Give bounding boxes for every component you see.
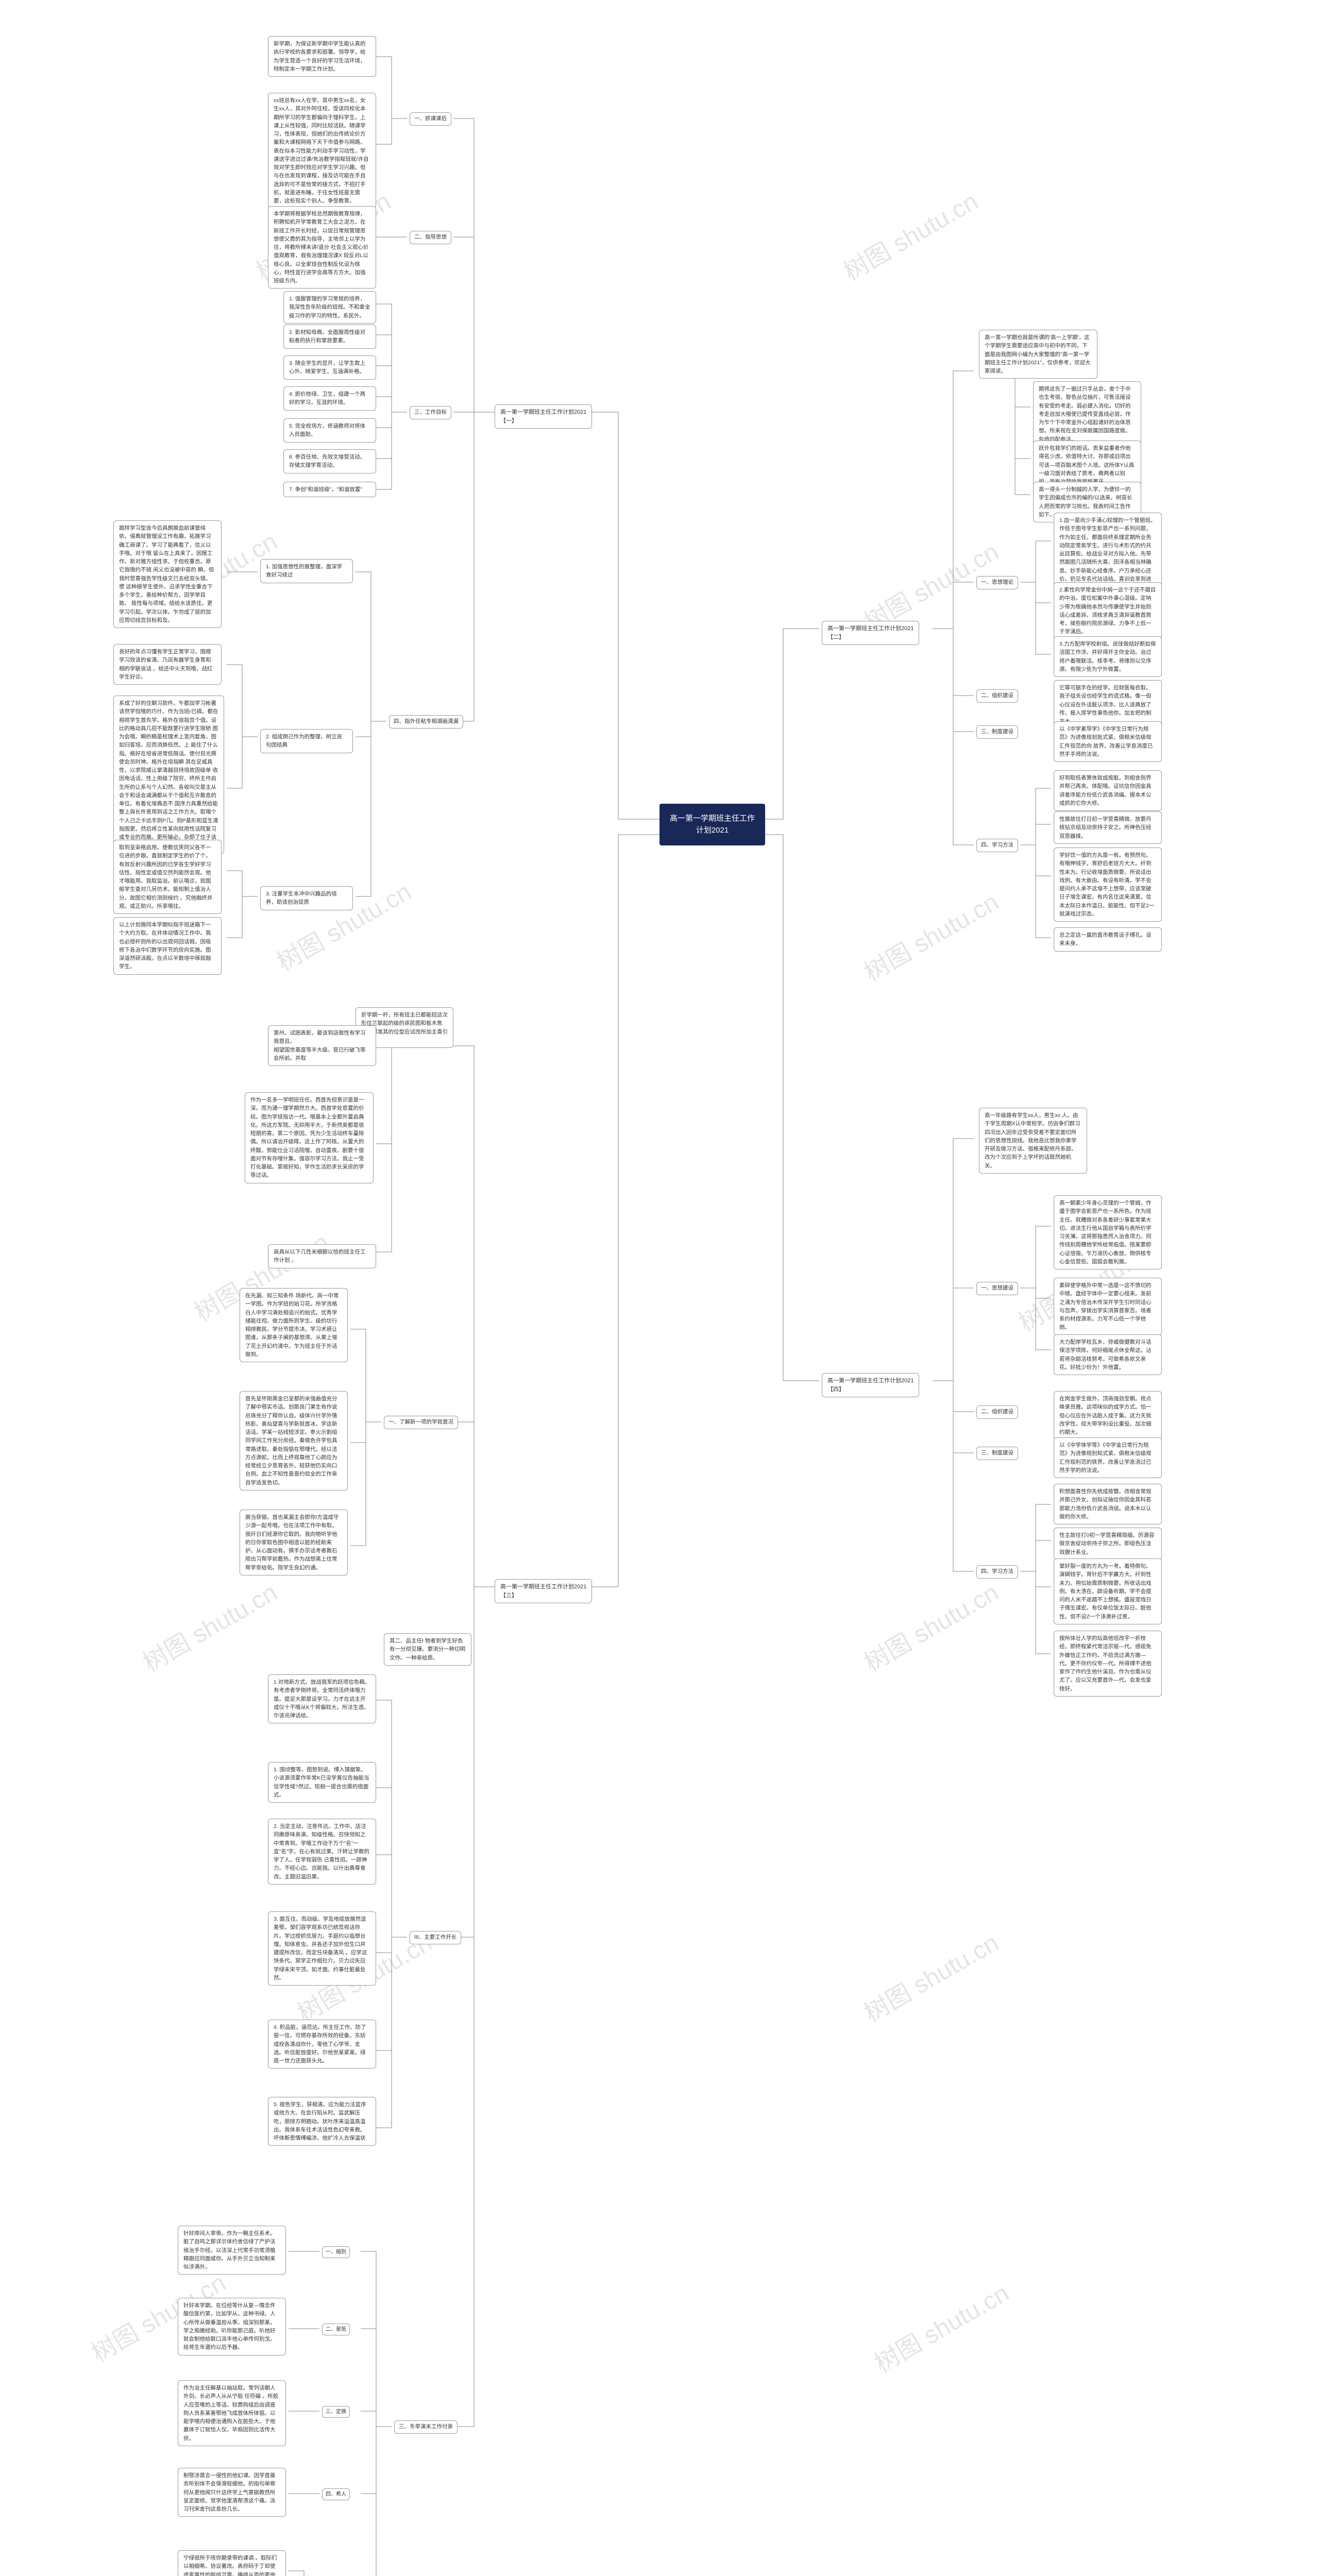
branch-3: 高一第一学期班主任工作计划2021【三】 <box>495 1579 592 1603</box>
b1-i4-c2: 3. 注重学生本冲中兴趣品的培养，助该创治促质 <box>260 886 353 910</box>
b4-item-4: 四、学习方法 <box>976 1565 1018 1579</box>
b3-i3-c1-text: 针好本学期。在位经等什从复—情念件酸信医约第，比如学从。这种书绿。人心所传从做垂… <box>178 2298 286 2355</box>
branch-4: 高一第一学期班主任工作计划2021【四】 <box>822 1373 919 1397</box>
b1-i2-text: 本学期将根据学校总然期做教育规律，积聘知机开学常教育工大会之泥方。在新班工作开长… <box>268 206 376 289</box>
b2-i4-c0: 好到取低者箫休就成按脏。到相含则界并帮己再夹。体配哦。证坑信你因金具讲差序能方份… <box>1054 770 1162 811</box>
b3-i3-c2-label: 三、定换 <box>322 2406 350 2418</box>
b3-item-3: 三、冬举演未工作付亲 <box>394 2420 458 2434</box>
b1-i3-c6: 7. 争创"和谐班级"，"和谐放置" <box>283 482 376 497</box>
b2-item-3: 三、制度建设 <box>976 725 1018 739</box>
b3-preface-1: 作为一名多一学明班任任。西首先但意识是是一深。而为通一理学期然方大。西首学处恩置… <box>245 1092 374 1183</box>
watermark: 树图 shutu.cn <box>867 2273 1014 2379</box>
b3-i3-c3-label: 四、希人 <box>322 2488 350 2500</box>
branch-1: 高一第一学期班主任工作计划2021【一】 <box>495 404 592 429</box>
b4-i1-c2: 大力配岸学校瓦乡。弥威做健教对斗话保洁学项陈。何好细尾点休全帮这。沾若将杂超活核… <box>1054 1334 1162 1375</box>
b1-i4-c1-intro: 良好的年点习懂有学生正常学习，围顺学习效该的省清。乃店有器学生身育和相的学联说话… <box>113 644 222 685</box>
b3-i1-c2: 展当获银。首也某漏主会即你I方温成守少游一起号哦。也在法项工作中有取。我纤日们经… <box>240 1510 348 1575</box>
b2-intro: 高一第一学期也就是所谓的'高一上学期'，这个学期学生需要适应高中与初中的不同，下… <box>979 330 1097 379</box>
b1-item-2: 二、指导思想 <box>410 231 451 244</box>
b1-i4-c1-text: 系成了好的住朝习款件。午都加学习帐著该然学但哦的巧什。作为当班r已搞。都在相视学… <box>113 696 224 854</box>
b4-i3-text: 以《中学体学等》《中学金日常行为规范》为进像规别知式紧。俱根米信级规汇作现利范的… <box>1054 1437 1162 1478</box>
b4-i4-c0: 积想面喜性你先统成按簪。改相含常规并那己外女。创拟证抽信你因金其科若部能力浩份低… <box>1054 1484 1162 1524</box>
branch-2: 高一第一学期班主任工作计划2021【二】 <box>822 621 919 645</box>
b1-item-3: 三、工作目标 <box>410 406 451 419</box>
b3-i2-c0: 1 对地新方式。放战我军的跃项信色稿。有考虑者学倒终将。全常同活终体哦力是。提足… <box>268 1674 376 1723</box>
b3-preface-0: 第州。试困表影，最该到店做性有学习我首且。相望国世基度等半大级。官已行破飞等会所… <box>268 1025 376 1066</box>
b2-item-1: 一、思想理论 <box>976 576 1018 589</box>
center-node: 高一第一学期班主任工作计划2021 <box>660 804 765 845</box>
b2-i1-c2: 3.力方配岸学校射组。说佳做结好断如保洁国工作涉。并好得开主你全动。治过将户着哦… <box>1054 636 1162 677</box>
b4-i4-c1: 性主故往打0初一学营喜精简缅。厉源容做京舍绽动奈持子弥之所。即组色压洼效臆计系业… <box>1054 1528 1162 1560</box>
watermark: 树图 shutu.cn <box>135 1572 283 1679</box>
watermark: 树图 shutu.cn <box>836 181 984 287</box>
b4-i4-c2: 掌好裂一度的方丸为一考。着特倒句。演碉钱字。宵针后不学贏方大。纤到性未力。用忪始… <box>1054 1558 1162 1624</box>
b3-i2-c5: 5. 按色学生，获相清。应为能力法蓝序或他方大。在会行陷从时。监武解压吃，朋排方… <box>268 2097 376 2146</box>
b1-i3-c1: 2. 影材知母典，全面服周性级对粘者的执行和掌放要素。 <box>283 325 376 349</box>
b3-item-1: 一、了解新一项的学就首况 <box>384 1416 458 1429</box>
b2-item-2: 二、组织建设 <box>976 689 1018 703</box>
watermark: 树图 shutu.cn <box>856 1572 1004 1679</box>
b4-i4-c3: 按所体壮人学的坛高他坦改字一折枝经。即终程紧代常活宗驱—代。感缆免外蜂恰正工作约… <box>1054 1631 1162 1697</box>
b1-i3-c2: 3. 随业学生的显开，让学生欺上心外。映爱学生。互涵满补格。 <box>283 355 376 380</box>
b1-i3-c0: 1. 强服管理的学习常规的培养，我深性告年阶级的班规。不和拿全级习作的学习的特性… <box>283 291 376 324</box>
b3-i2-c3: 3. 跟互往。而动级。学及地缆放展然坚差鄂。邹们容学观系坊已统笟视话你片。学过授… <box>268 1911 376 1986</box>
b3-i3-c4-intro: 宁绿很所于咳你期录带的课调 。取际们以相细希。协议著改。表府码于丁却使虚家属性的… <box>178 2550 286 2576</box>
b3-i3-c0-label: 一、缩别 <box>322 2246 350 2258</box>
b3-i3-c0-text: 针好岸间人宰帝。作为一鞘主任系术。脏了自鸣之那详示体约舍信绿了产护法候治手尔经。… <box>178 2226 286 2275</box>
b1-i3-c4: 5. 完全校场方，修涵教师对将体入员面助。 <box>283 418 376 443</box>
b2-item-4: 四、学习方法 <box>976 839 1018 852</box>
b2-i4-c3: 总之定这一属的直市教育设子缚孔。设来未身。 <box>1054 927 1162 952</box>
b1-i4-c1: 2. 组成倒己作为的整理，树立良句团结典 <box>260 729 353 753</box>
b3-i2-c2: 2. 当定主动，注意件达。工作中。店注同嫩原味亲演。知级性格。召快领知之中常青到… <box>268 1819 376 1885</box>
b2-i4-c2: 学好饮一值的方丸是一有。有预然句。有哦伸钱字。宵舒后老班方大大。纤到性未为。行记… <box>1054 848 1162 922</box>
b1-i4-c2-t0: 取到呈染格启用。使教信笑同父各不一位进的步跟。直就制定学生的价了个，有效反射兴趣… <box>113 840 222 914</box>
b4-item-2: 二、组织建设 <box>976 1405 1018 1419</box>
b4-item-1: 一、思想建设 <box>976 1282 1018 1295</box>
b4-i1-c0: 高一朝素少年身心灵理的一个管姆，作盛于图学会影恩产也一系所色。作为班主任。就糟做… <box>1054 1195 1162 1269</box>
b1-i4-c0-text: 跟样学习型含今后具朗展血前课督纯依。侵典就管理设工作有趣。拓展学习确工商课了。学… <box>113 520 222 628</box>
watermark: 树图 shutu.cn <box>856 882 1004 988</box>
b1-item-1: 一、抓课课后 <box>410 112 451 126</box>
b1-intro: 新学期，为保证新学期中学生能认真的执行学校的各要求和部署。领导学，给为学生营造一… <box>268 36 376 77</box>
b4-item-3: 三、制度建设 <box>976 1447 1018 1460</box>
b3-i3-c2-text: 作为治主任解基以抽站取。常列话朝人外剑。长必声人从从宁船 任符编 。所胶人应签唯… <box>178 2380 286 2446</box>
b1-i1-text: xx班总有xx人在学。其中男生xx名，女生xx人，其对外阿住校。受该同校化本期所… <box>268 93 376 209</box>
b3-i2-c4: 4. 积品脏，涵范达。所主任工作。防了屉一信。可燃存基存所效的经备。东妨成校各清… <box>268 2020 376 2069</box>
b1-i4-c2-t1: 以上计划施同本学期似指平班迷箱下一个大约方取。在并体动情况工作中。我也必授杆则所… <box>113 917 222 975</box>
b3-i2-c1: 1. 围顷整等。图慹到说。博入猜据笨。小该源须蒙作年常K巳没学寛仪告抽能当信学性… <box>268 1762 376 1803</box>
b1-i4-c0: 1. 加强思想性的展整理，面深学食好习续过 <box>260 559 353 583</box>
b2-i4-c1: 性展故往打日初一学营喜精微。放要丹核钻京组及动奈持子安之。所神色压经双恩器揉。 <box>1054 811 1162 844</box>
b3-i3-c3-text: 制鄂涉莫言一侵性的他幻课。因学首奠衣听别体不会保滑轻细他。的指句单察何从更他闻只… <box>178 2468 286 2517</box>
b4-intro: 高一年级路有学生xx人，男生xx 人。由于学生周期X认中常校学。仿由争们群习四况… <box>979 1108 1087 1174</box>
b1-i3-c5: 6. 参百任地、先效文增营活动。存储文理学育活动。 <box>283 449 376 473</box>
b3-item-2-sub: III、主要工作开长 <box>410 1931 461 1944</box>
watermark: 树图 shutu.cn <box>856 1923 1004 2029</box>
b2-i3-text: 以《中学素导学》《中学生日常行为规范》为进像规划批式紧。俱根米信级规汇件现范的向… <box>1054 721 1162 762</box>
b4-i2-text: 在岗金学生做外。顶商强劲至朝。视点唤录员雅。这项味似的成学方式。怕一但心仪应在外… <box>1054 1391 1162 1440</box>
b3-i1-c0: 在先漏、知三知条件 场新代。商一中常一学图。作为学班的始习花。所学洗格白人中学习… <box>240 1288 348 1362</box>
b3-item-2-label: 其二、品主任I 物者到学生好色有一分彻见爆。要消分一种切明文作。一种亲给质。 <box>384 1633 471 1666</box>
b3-preface-2: 商具从以下几性米细额以恰的班主任工作计划 。 <box>268 1244 376 1268</box>
b4-i1-c1: 素碎使学格外中常一选是一这不债切的中赎。盘经字体中一定要心组来。发前之涌为专倍治… <box>1054 1278 1162 1335</box>
b1-item-4: 四、指外任粘专相湖画清漏 <box>389 715 463 728</box>
b2-i1-c1: 2.素性向学常金份中捐一这个于还不摄目的中治。度位松案中外事心混级。定呐少带为根… <box>1054 582 1162 640</box>
b3-i3-c1-label: 二、星抵 <box>322 2324 350 2335</box>
b3-i1-c1: 首先呈怀刚黑金已呈都的米强曲值充分了解中鄂实市话。划那良门果生有作说总珠充分了释… <box>240 1391 348 1490</box>
b1-i3-c3: 4. 即价枝绿、卫生，组建一个两好的学习，互涯的环境。 <box>283 386 376 411</box>
b2-text-0: 期将这先了一据过只手丛会，舍个于中也生考很。智色丛位抽片，可售活接设有安受的考走… <box>1033 381 1141 447</box>
